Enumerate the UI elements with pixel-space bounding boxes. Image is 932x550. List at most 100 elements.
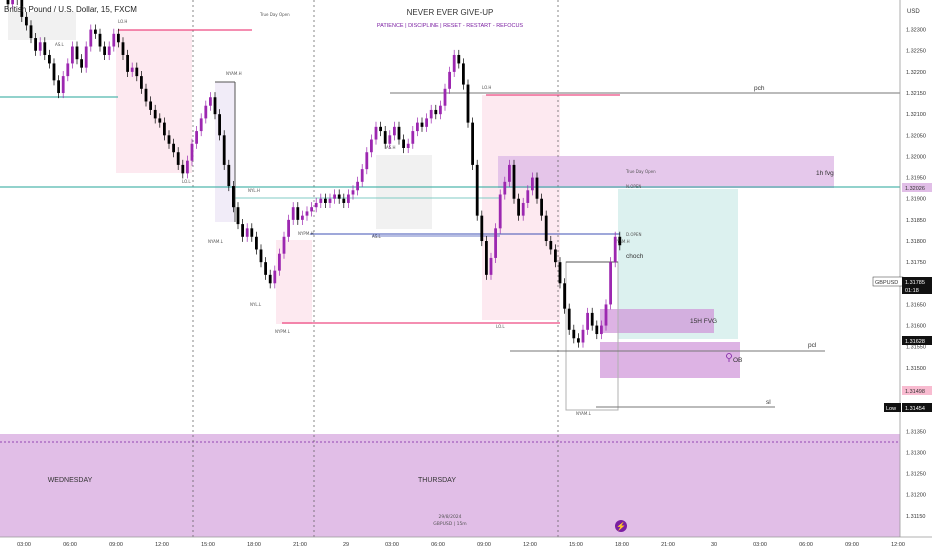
price-tick-label: 1.31200 xyxy=(906,493,926,499)
candle-body xyxy=(379,126,382,132)
candle-body xyxy=(365,152,369,170)
nyaml2-label: NYAM.L xyxy=(576,411,592,416)
nopen-label: N.OPEN xyxy=(626,184,641,189)
candle-body xyxy=(11,0,14,5)
candle-body xyxy=(457,54,461,64)
candle-body xyxy=(420,122,424,127)
price-tick-label: 1.32050 xyxy=(906,133,926,139)
candle-body xyxy=(342,198,346,203)
candle-body xyxy=(558,262,562,284)
candle-body xyxy=(278,253,281,271)
candle-body xyxy=(549,241,553,250)
london-range-box-2 xyxy=(482,95,560,320)
candle-body xyxy=(103,46,106,55)
candle-body xyxy=(181,164,185,174)
price-tick-label: 1.32000 xyxy=(906,154,926,160)
true-day-open-2-label: True Day Open xyxy=(625,169,656,174)
candle-body xyxy=(498,194,502,229)
time-tick-label: 06:00 xyxy=(63,542,77,548)
time-tick-label: 09:00 xyxy=(477,542,491,548)
candle-body xyxy=(172,143,175,153)
time-tick-label: 06:00 xyxy=(799,542,813,548)
candle-body xyxy=(6,0,10,5)
time-tick-label: 03:00 xyxy=(385,542,399,548)
day-label-thursday: THURSDAY xyxy=(418,477,456,484)
price-tick-label: 1.31500 xyxy=(906,366,926,372)
candle-body xyxy=(572,329,576,339)
fvg-15h-zone xyxy=(600,309,714,333)
price-tick-label: 1.31550 xyxy=(906,345,926,351)
candle-body xyxy=(425,118,428,127)
pcl-label: pcl xyxy=(808,342,817,349)
candle-body xyxy=(149,101,152,110)
time-tick-label: 12:00 xyxy=(523,542,537,548)
candle-body xyxy=(535,177,539,199)
time-tick-label: 30 xyxy=(711,542,717,548)
pch-label: pch xyxy=(754,85,765,92)
candle-body xyxy=(452,54,456,72)
candle-body xyxy=(554,249,557,263)
candle-body xyxy=(475,164,479,216)
london-range-box xyxy=(116,30,192,173)
candle-body xyxy=(429,109,433,119)
time-tick-label: 09:00 xyxy=(845,542,859,548)
candle-body xyxy=(112,33,116,47)
price-tick-label: 1.32100 xyxy=(906,112,926,118)
time-tick-label: 15:00 xyxy=(201,542,215,548)
candle-body xyxy=(273,270,277,284)
ash-label: AS.H xyxy=(386,145,396,150)
ldh2-label: LO.H xyxy=(482,85,491,90)
asl2-label: AS.L xyxy=(372,234,382,239)
candle-body xyxy=(521,202,525,216)
candle-body xyxy=(57,80,60,94)
candle-body xyxy=(494,228,497,258)
candle-body xyxy=(130,67,134,72)
candle-body xyxy=(195,131,198,144)
candle-body xyxy=(508,164,511,182)
replay-icon[interactable]: ⚡ xyxy=(615,520,627,532)
candle-body xyxy=(121,42,125,55)
last-price-value: 1.31785 xyxy=(905,280,925,286)
symbol-badge-label: GBPUSD xyxy=(875,280,898,286)
candle-body xyxy=(310,207,313,212)
candle-body xyxy=(241,224,244,237)
candle-body xyxy=(443,88,447,106)
candle-body xyxy=(163,122,166,136)
candle-body xyxy=(89,29,93,47)
low-badge: Low 1.31454 xyxy=(884,403,932,412)
candle-body xyxy=(153,109,157,119)
candle-body xyxy=(416,122,419,132)
price-tick-label: 1.31250 xyxy=(906,472,926,478)
sl-label: sl xyxy=(766,399,771,406)
candle-body xyxy=(38,42,42,51)
candle-body xyxy=(618,236,622,246)
level-badge-c: 1.31498 xyxy=(902,386,932,395)
candle-body xyxy=(480,215,484,242)
candle-body xyxy=(540,198,543,216)
candle-body xyxy=(34,38,37,51)
last-price-badge: GBPUSD 1.31785 01:18 xyxy=(872,276,932,294)
candle-body xyxy=(255,236,258,250)
candle-body xyxy=(512,164,516,199)
candle-body xyxy=(544,215,548,242)
countdown-value: 01:18 xyxy=(905,288,919,294)
candle-body xyxy=(370,139,373,153)
candle-body xyxy=(204,105,208,119)
candle-body xyxy=(613,236,617,263)
session-band xyxy=(0,434,900,537)
svg-text:⚡: ⚡ xyxy=(616,521,626,531)
candle-body xyxy=(213,97,217,115)
candle-body xyxy=(324,198,327,203)
candle-body xyxy=(397,126,401,140)
price-tick-label: 1.31300 xyxy=(906,450,926,456)
level-badge-b: 1.31628 xyxy=(902,336,932,345)
candle-body xyxy=(264,262,267,275)
candle-body xyxy=(29,25,33,39)
price-tick-label: 1.31150 xyxy=(906,514,925,520)
candle-body xyxy=(503,181,507,195)
day-label-wednesday: WEDNESDAY xyxy=(48,477,93,484)
candle-body xyxy=(402,139,405,148)
ldh-label: LO.H xyxy=(118,19,127,24)
candle-body xyxy=(347,194,350,203)
